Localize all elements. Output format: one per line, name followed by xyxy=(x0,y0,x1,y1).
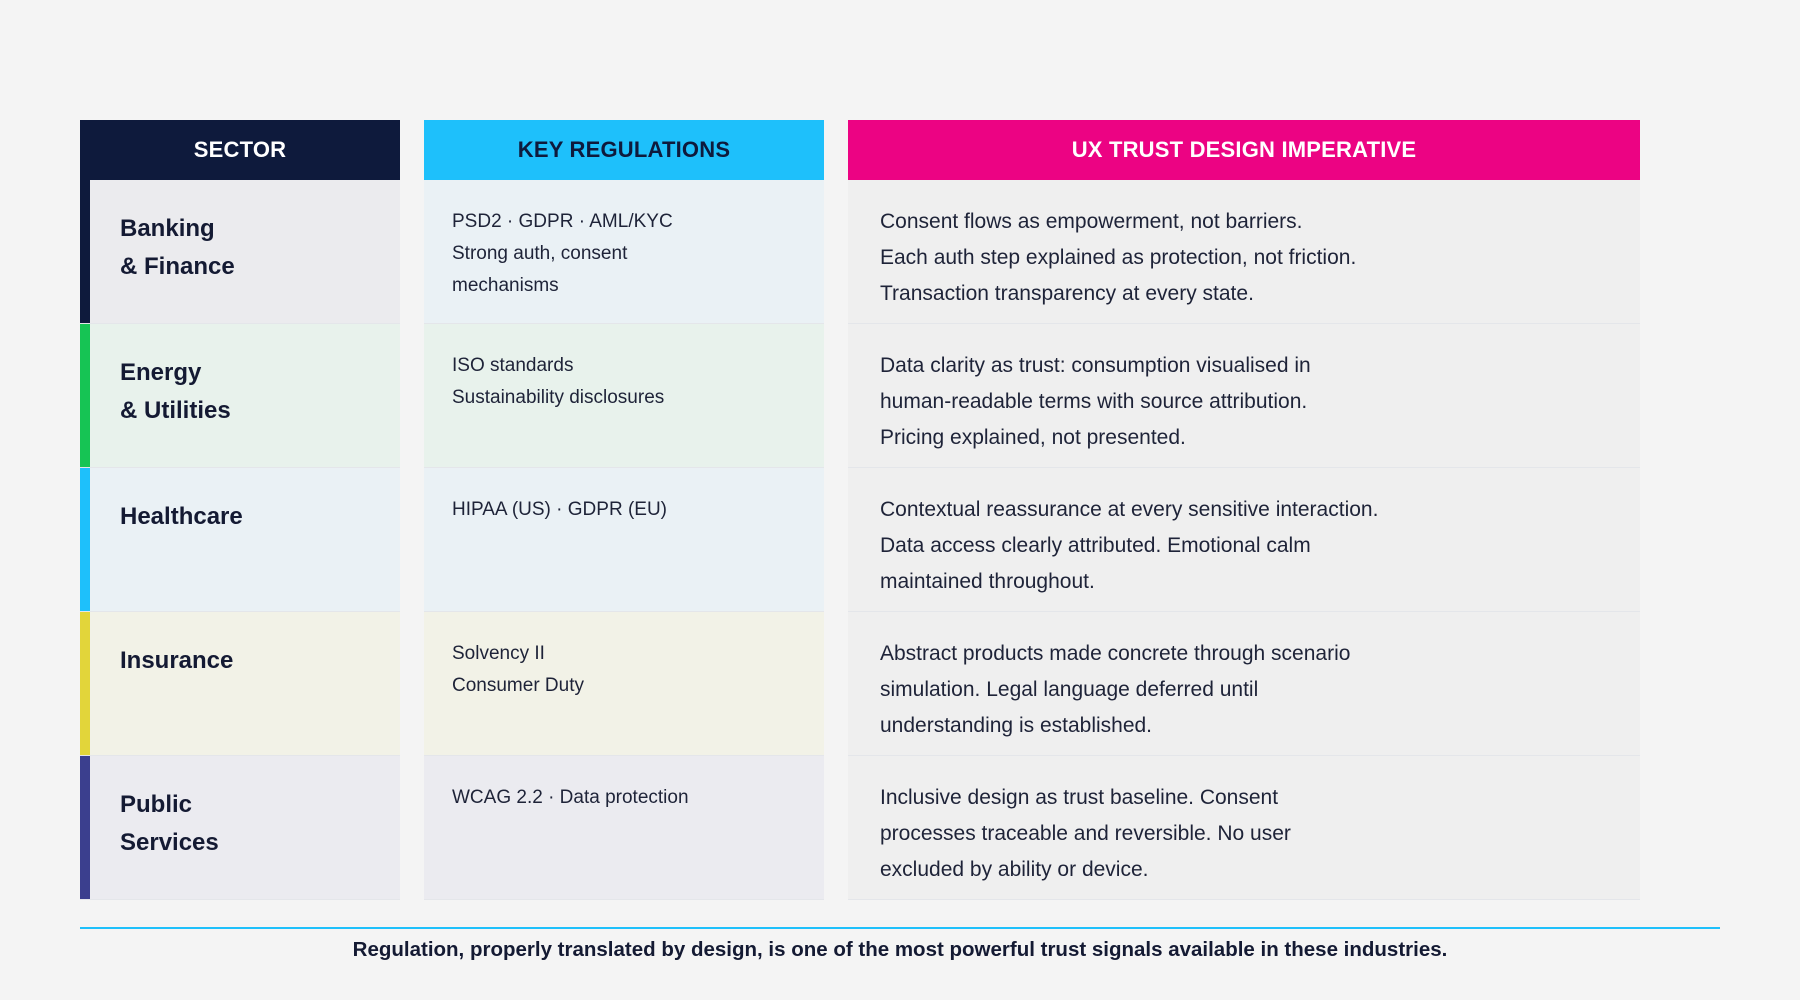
regulations-cell: HIPAA (US) · GDPR (EU) xyxy=(424,468,824,612)
imperative-line: Contextual reassurance at every sensitiv… xyxy=(880,498,1379,521)
imperative-line: Data clarity as trust: consumption visua… xyxy=(880,354,1311,377)
sector-name: Healthcare xyxy=(120,503,243,530)
footer-statement: Regulation, properly translated by desig… xyxy=(352,938,1448,961)
regulations-header: KEY REGULATIONS xyxy=(424,120,824,180)
regulation-line: PSD2 · GDPR · AML/KYC xyxy=(452,211,673,232)
footer-divider xyxy=(80,927,1720,929)
sector-cell: Banking & Finance xyxy=(80,180,400,324)
sector-header: SECTOR xyxy=(80,120,400,180)
regulation-line: Sustainability disclosures xyxy=(452,387,665,408)
imperative-line: excluded by ability or device. xyxy=(880,858,1149,881)
imperative-line: Each auth step explained as protection, … xyxy=(880,246,1357,269)
sector-accent-bar xyxy=(80,612,90,755)
sector-name: Energy & Utilities xyxy=(120,359,231,424)
sector-cell: Insurance xyxy=(80,612,400,756)
sector-accent-bar xyxy=(80,180,90,323)
regulation-line: mechanisms xyxy=(452,275,559,296)
sector-name: Banking & Finance xyxy=(120,215,235,280)
imperative-column: UX TRUST DESIGN IMPERATIVE Consent flows… xyxy=(848,120,1640,900)
imperative-cell: Data clarity as trust: consumption visua… xyxy=(848,324,1640,468)
imperative-header: UX TRUST DESIGN IMPERATIVE xyxy=(848,120,1640,180)
sector-cell: Energy & Utilities xyxy=(80,324,400,468)
sector-accent-bar xyxy=(80,468,90,611)
sector-column: SECTOR Banking & Finance Energy & Utiliti… xyxy=(80,120,400,900)
imperative-cell: Consent flows as empowerment, not barrie… xyxy=(848,180,1640,324)
imperative-line: Data access clearly attributed. Emotiona… xyxy=(880,534,1311,557)
regulation-line: ISO standards xyxy=(452,355,574,376)
regulations-cell: Solvency II Consumer Duty xyxy=(424,612,824,756)
sector-cells: Banking & Finance Energy & Utilities Healt… xyxy=(80,180,400,900)
sector-cell: Public Services xyxy=(80,756,400,900)
regulation-line: Solvency II xyxy=(452,643,545,664)
imperative-line: Abstract products made concrete through … xyxy=(880,642,1351,665)
imperative-line: simulation. Legal language deferred unti… xyxy=(880,678,1259,701)
regulations-cells: PSD2 · GDPR · AML/KYC Strong auth, consen… xyxy=(424,180,824,900)
imperative-line: processes traceable and reversible. No u… xyxy=(880,822,1291,845)
imperative-line: Pricing explained, not presented. xyxy=(880,426,1186,449)
regulations-cell: ISO standards Sustainability disclosures xyxy=(424,324,824,468)
imperative-line: Inclusive design as trust baseline. Cons… xyxy=(880,786,1279,809)
imperative-cell: Contextual reassurance at every sensitiv… xyxy=(848,468,1640,612)
imperative-line: maintained throughout. xyxy=(880,570,1095,593)
imperative-line: Consent flows as empowerment, not barrie… xyxy=(880,210,1303,233)
regulation-line: WCAG 2.2 · Data protection xyxy=(452,787,689,808)
sector-cell: Healthcare xyxy=(80,468,400,612)
regulations-cell: WCAG 2.2 · Data protection xyxy=(424,756,824,900)
regulation-line: Strong auth, consent xyxy=(452,243,628,264)
imperative-cell: Inclusive design as trust baseline. Cons… xyxy=(848,756,1640,900)
imperative-cell: Abstract products made concrete through … xyxy=(848,612,1640,756)
regulations-column: KEY REGULATIONS PSD2 · GDPR · AML/KYC Str… xyxy=(424,120,824,900)
imperative-line: understanding is established. xyxy=(880,714,1153,737)
imperative-cells: Consent flows as empowerment, not barrie… xyxy=(848,180,1640,900)
imperative-line: Transaction transparency at every state. xyxy=(880,282,1254,305)
sector-accent-bar xyxy=(80,324,90,467)
regulation-line: HIPAA (US) · GDPR (EU) xyxy=(452,499,667,520)
sector-name: Public Services xyxy=(120,791,219,856)
sector-name: Insurance xyxy=(120,647,234,674)
regulations-cell: PSD2 · GDPR · AML/KYC Strong auth, consen… xyxy=(424,180,824,324)
sector-accent-bar xyxy=(80,756,90,899)
regulation-line: Consumer Duty xyxy=(452,675,584,696)
imperative-line: human-readable terms with source attribu… xyxy=(880,390,1308,413)
